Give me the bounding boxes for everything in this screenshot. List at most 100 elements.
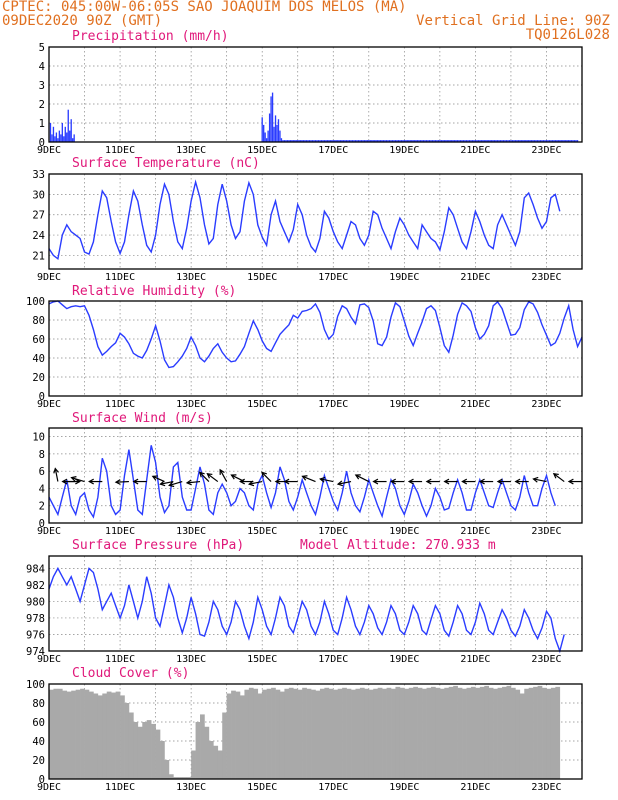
- wind-vector-head: [461, 478, 468, 485]
- cloud-bar: [515, 689, 521, 779]
- cloud-bar: [444, 687, 450, 779]
- precip-bar: [408, 140, 410, 142]
- cloud-bar: [173, 777, 179, 779]
- cloud-bar: [306, 688, 312, 779]
- precip-bar: [415, 140, 417, 142]
- temp-series-line: [48, 179, 561, 261]
- cloud-bar: [324, 687, 330, 779]
- cloud-bar: [155, 729, 161, 779]
- precip-bar: [439, 140, 441, 142]
- precip-bar: [301, 140, 303, 142]
- cloud-bar: [191, 750, 196, 779]
- cloud-bar: [93, 693, 99, 779]
- precip-bar: [573, 140, 576, 142]
- cloud-bar: [80, 688, 85, 779]
- wind-vector-head: [496, 478, 503, 485]
- pressure-title: Surface Pressure (hPa): [72, 538, 244, 553]
- cloud-xtick-label: 11DEC: [105, 782, 135, 793]
- cloud-bar: [164, 760, 170, 779]
- wind-vector-head: [151, 475, 158, 481]
- cloud-xtick-label: 21DEC: [460, 782, 490, 793]
- precip-bar: [529, 140, 531, 142]
- precip-bar: [485, 140, 487, 142]
- precip-bar: [323, 140, 326, 142]
- cloud-bar: [244, 689, 250, 779]
- cloud-bar: [377, 687, 383, 779]
- precip-bar: [319, 140, 321, 142]
- cloud-bar: [115, 691, 121, 779]
- precip-bar: [437, 140, 440, 142]
- precip-bar: [344, 140, 346, 142]
- cloud-bar: [266, 688, 272, 779]
- precip-bar: [294, 140, 296, 142]
- cloud-bar: [204, 726, 210, 779]
- precip-bar: [476, 140, 478, 142]
- precip-bar: [533, 140, 536, 142]
- precip-bar: [348, 140, 351, 142]
- precip-bar: [483, 140, 485, 142]
- precip-bar: [369, 140, 371, 142]
- wind-vector-head: [132, 478, 139, 485]
- wind-vector: [219, 469, 228, 482]
- cloud-bar: [279, 691, 285, 779]
- rh-ytick-label: 40: [32, 353, 45, 365]
- precip-bar: [263, 124, 265, 142]
- precip-bar: [384, 140, 386, 142]
- cloud-bar: [342, 687, 347, 779]
- precip-bar: [488, 140, 490, 142]
- cloud-bar: [408, 687, 414, 779]
- cloud-bar: [302, 687, 307, 779]
- cloud-bar: [75, 689, 81, 779]
- rh-xtick-label: 15DEC: [247, 399, 277, 410]
- cloud-bar: [186, 777, 192, 779]
- precip-bar: [493, 140, 496, 142]
- cloud-bar: [315, 690, 321, 779]
- precip-bar: [525, 140, 527, 142]
- temp-ytick-label: 27: [32, 210, 45, 222]
- cloud-bar: [382, 688, 387, 779]
- cloud-ytick-label: 20: [32, 755, 45, 767]
- cloud-bar: [524, 688, 529, 779]
- precip-bar: [311, 140, 314, 142]
- cloud-bar: [359, 687, 365, 779]
- wind-xtick-label: 19DEC: [389, 526, 419, 537]
- precip-bar: [541, 140, 543, 142]
- precip-bar: [61, 123, 63, 142]
- precip-bar: [477, 140, 480, 142]
- precip-bar: [517, 140, 520, 142]
- precip-bar: [480, 140, 482, 142]
- precip-bar: [560, 140, 562, 142]
- precip-bar: [334, 140, 336, 142]
- precip-bar: [387, 140, 389, 142]
- precip-bar: [267, 130, 269, 142]
- precip-bar: [66, 132, 68, 142]
- precip-bar: [282, 140, 284, 142]
- cloud-bar: [466, 687, 472, 779]
- precip-ytick-label: 1: [39, 118, 45, 130]
- precip-bar: [285, 140, 287, 142]
- wind-ytick-label: 10: [32, 432, 45, 444]
- wind-xtick-label: 9DEC: [37, 526, 61, 537]
- precip-bar: [63, 136, 65, 142]
- cloud-bar: [555, 686, 561, 779]
- cloud-bar: [257, 693, 263, 779]
- cloud-xtick-label: 9DEC: [37, 782, 61, 793]
- precip-bar: [371, 140, 373, 142]
- precip-bar: [307, 140, 309, 142]
- precip-bar: [536, 140, 539, 142]
- precip-bar: [451, 140, 453, 142]
- precip-bar: [304, 140, 306, 142]
- wind-xtick-label: 23DEC: [531, 526, 561, 537]
- humidity-title: Relative Humidity (%): [72, 284, 236, 299]
- precip-bar: [341, 140, 343, 142]
- precip-bar: [265, 138, 268, 142]
- precip-bar: [486, 140, 488, 142]
- precip-bar: [270, 96, 272, 142]
- cloud-bar: [368, 689, 374, 779]
- rh-xtick-label: 23DEC: [531, 399, 561, 410]
- cloud-bar: [537, 685, 543, 779]
- cloud-bar: [484, 685, 490, 779]
- wind-vector: [115, 480, 129, 483]
- rh-xtick-label: 19DEC: [389, 399, 419, 410]
- precip-xtick-label: 15DEC: [247, 145, 277, 156]
